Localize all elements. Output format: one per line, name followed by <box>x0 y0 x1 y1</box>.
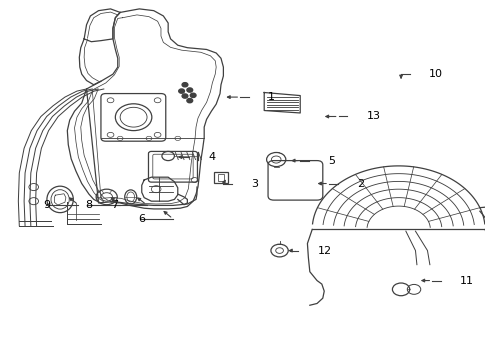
FancyBboxPatch shape <box>153 154 193 179</box>
Text: 9: 9 <box>44 200 50 210</box>
Text: 11: 11 <box>460 275 474 285</box>
FancyBboxPatch shape <box>101 94 166 141</box>
Ellipse shape <box>127 192 135 202</box>
Text: 7: 7 <box>112 200 119 210</box>
Bar <box>214 171 228 183</box>
FancyBboxPatch shape <box>268 161 323 200</box>
FancyBboxPatch shape <box>148 152 197 182</box>
Circle shape <box>182 83 188 87</box>
Ellipse shape <box>51 190 69 209</box>
Text: 13: 13 <box>367 112 381 121</box>
Text: 6: 6 <box>138 214 145 224</box>
Text: 10: 10 <box>429 69 443 79</box>
Text: 2: 2 <box>357 179 364 189</box>
Text: 3: 3 <box>251 179 258 189</box>
Ellipse shape <box>47 186 74 213</box>
Text: 4: 4 <box>208 152 215 162</box>
Text: 5: 5 <box>328 156 335 166</box>
Text: 1: 1 <box>268 92 275 102</box>
Circle shape <box>182 94 188 98</box>
Circle shape <box>190 93 196 98</box>
Bar <box>218 174 224 181</box>
Text: 8: 8 <box>85 200 92 210</box>
Circle shape <box>187 88 193 92</box>
Text: 12: 12 <box>318 246 332 256</box>
Circle shape <box>187 99 193 103</box>
Circle shape <box>179 89 185 93</box>
Ellipse shape <box>125 190 137 204</box>
